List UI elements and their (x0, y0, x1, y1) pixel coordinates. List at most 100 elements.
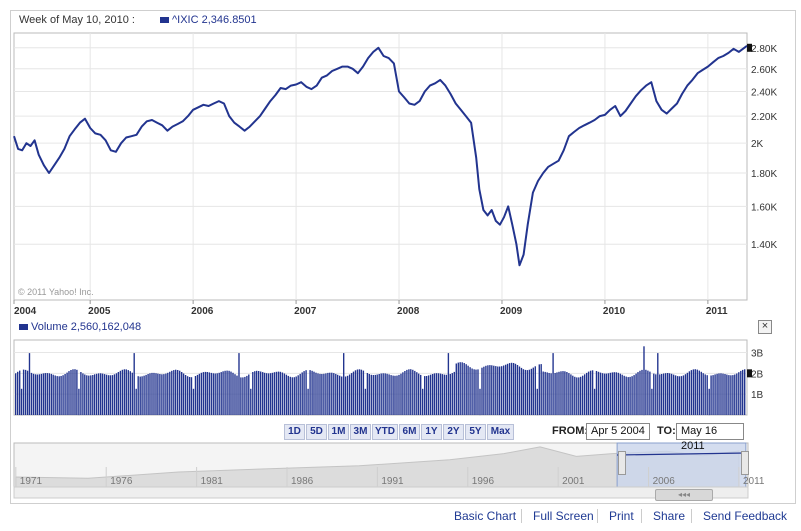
volume-bar (230, 371, 232, 415)
range-button-max[interactable]: Max (487, 424, 514, 440)
volume-bar (595, 371, 598, 415)
share-link[interactable]: Share (653, 509, 686, 523)
volume-bar (350, 373, 353, 415)
volume-bar (422, 388, 424, 416)
volume-bar (562, 371, 564, 415)
volume-bar (123, 369, 126, 415)
volume-bar (24, 369, 27, 415)
volume-bar (481, 367, 483, 415)
volume-bar (538, 364, 540, 415)
volume-bar (374, 374, 376, 415)
volume-bar (70, 370, 72, 415)
volume-bar (80, 372, 82, 415)
volume-bar (244, 376, 246, 415)
print-link[interactable]: Print (609, 509, 634, 523)
navigator-x-tick-label: 1991 (381, 476, 404, 487)
volume-bar (425, 376, 428, 415)
volume-bar (603, 373, 606, 415)
volume-bar (439, 373, 442, 415)
navigator-right-handle[interactable] (741, 451, 749, 475)
volume-bar (508, 363, 511, 415)
volume-bar (325, 373, 327, 415)
volume-bar (465, 364, 467, 415)
volume-bar (485, 365, 487, 415)
volume-bar (499, 366, 501, 415)
volume-bar (333, 373, 335, 415)
volume-bar (510, 362, 513, 415)
price-x-tick-label: 2007 (294, 306, 317, 317)
price-y-tick-label: 1.60K (751, 202, 777, 213)
send-feedback-link[interactable]: Send Feedback (703, 509, 788, 523)
volume-bar (92, 375, 94, 415)
volume-bar (208, 372, 210, 415)
navigator-scrollbar-grip[interactable]: ◂◂◂ (655, 489, 713, 501)
volume-bar (157, 373, 159, 415)
volume-bar (738, 372, 740, 415)
volume-bar (734, 374, 736, 415)
navigator-left-handle[interactable] (618, 451, 626, 475)
range-button-6m[interactable]: 6M (399, 424, 420, 440)
full-screen-link[interactable]: Full Screen (533, 509, 594, 523)
volume-bar (17, 371, 19, 415)
volume-bar (712, 375, 714, 415)
volume-bar (335, 373, 337, 415)
volume-bar (74, 369, 76, 415)
volume-bar (269, 373, 272, 415)
volume-bar (182, 373, 185, 415)
volume-bar (657, 353, 659, 415)
volume-bar (341, 376, 343, 415)
range-button-1m[interactable]: 1M (328, 424, 349, 440)
volume-bar (495, 366, 497, 415)
volume-bar (169, 371, 171, 415)
volume-bar (263, 372, 266, 415)
range-button-3m[interactable]: 3M (350, 424, 371, 440)
range-button-5y[interactable]: 5Y (465, 424, 486, 440)
volume-swatch-icon (19, 324, 28, 331)
volume-bar (32, 373, 35, 415)
volume-bar (720, 373, 722, 415)
range-button-2y[interactable]: 2Y (443, 424, 464, 440)
volume-bar (127, 370, 129, 415)
volume-bar (493, 365, 495, 415)
volume-bar (94, 374, 96, 415)
price-x-tick-label: 2009 (500, 306, 523, 317)
volume-bar (708, 388, 710, 416)
volume-bar (617, 372, 619, 415)
range-button-1y[interactable]: 1Y (421, 424, 442, 440)
from-date-input[interactable]: Apr 5 2004 (586, 423, 650, 440)
volume-bar (309, 370, 311, 415)
range-button-5d[interactable]: 5D (306, 424, 327, 440)
volume-bar (396, 375, 398, 415)
volume-bar (637, 372, 639, 415)
volume-bar (297, 375, 299, 415)
volume-bar (287, 375, 289, 415)
volume-bar (376, 374, 378, 415)
volume-bar (50, 373, 52, 415)
volume-bar (483, 366, 485, 415)
volume-bar (317, 373, 319, 415)
volume-bar (587, 371, 590, 415)
volume-bar (161, 374, 163, 415)
navigator-x-tick-label: 1971 (20, 476, 43, 487)
volume-legend: Volume 2,560,162,048 (19, 321, 141, 333)
volume-bar (121, 369, 124, 415)
volume-bar (542, 371, 544, 415)
volume-bar (593, 388, 596, 416)
volume-bar (390, 375, 392, 415)
basic-chart-link[interactable]: Basic Chart (454, 509, 517, 523)
volume-bar (655, 374, 657, 415)
range-button-1d[interactable]: 1D (284, 424, 305, 440)
volume-bar (131, 372, 133, 415)
to-date-input[interactable]: May 16 2011 (676, 423, 744, 452)
volume-bar (623, 375, 625, 415)
volume-bar (516, 365, 519, 415)
close-volume-icon[interactable]: × (758, 320, 772, 334)
volume-bar (192, 388, 195, 416)
volume-bar (580, 376, 582, 415)
volume-bar (188, 377, 191, 415)
volume-bar (591, 370, 594, 415)
volume-bar (285, 374, 288, 415)
range-button-ytd[interactable]: YTD (372, 424, 398, 440)
navigator-x-tick-label: 1986 (291, 476, 314, 487)
volume-bar (331, 372, 333, 415)
